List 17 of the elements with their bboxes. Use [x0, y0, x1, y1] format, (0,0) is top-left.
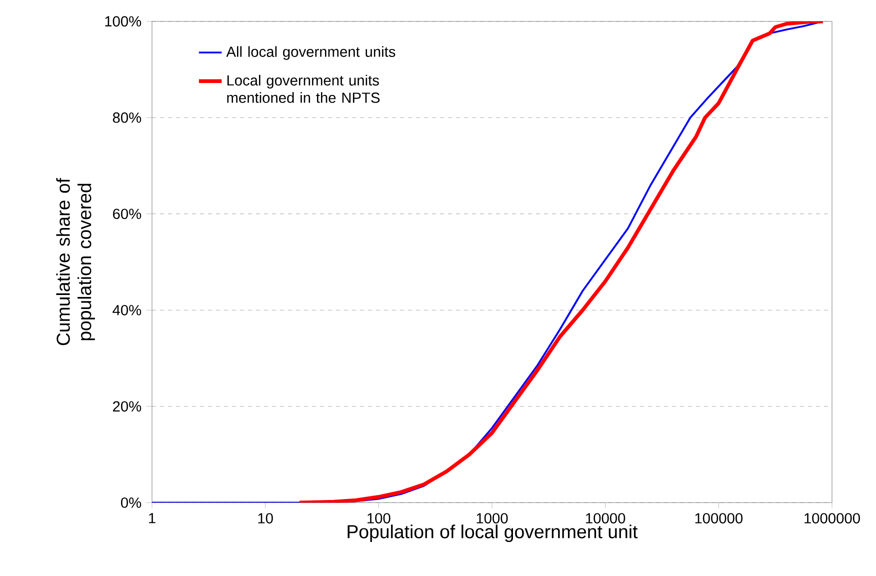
x-tick-label: 100000: [695, 513, 743, 524]
x-tick-label: 10: [258, 513, 273, 524]
y-tick-label: 60%: [113, 208, 142, 220]
x-tick-label: 1000: [476, 513, 508, 524]
x-tick-label: 10000: [586, 513, 626, 524]
y-tick-label: 100%: [105, 16, 142, 27]
y-tick-label: 80%: [112, 112, 142, 123]
y-tick-label: 40%: [112, 304, 142, 316]
y-tick-label: 0%: [121, 497, 142, 508]
legend-label: Local government units mentioned in the NPTS: [227, 74, 380, 103]
y-tick-label: 20%: [113, 401, 142, 412]
legend-label: All local government units: [226, 46, 396, 60]
x-tick-label: 100: [368, 513, 390, 524]
x-axis-title: Population of local government unit: [348, 524, 638, 542]
y-axis-title: Cumulative share of population covered: [56, 178, 95, 346]
x-tick-label: 1000000: [804, 513, 860, 524]
x-tick-label: 1: [149, 513, 156, 524]
